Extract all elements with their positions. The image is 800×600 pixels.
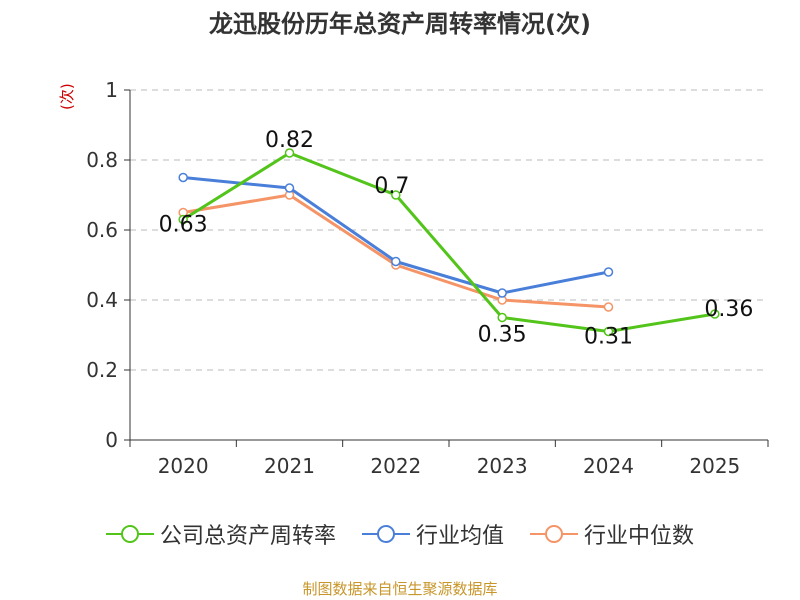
legend: 公司总资产周转率 行业均值 行业中位数 <box>0 518 800 550</box>
data-label: 0.31 <box>584 325 633 350</box>
data-label: 0.7 <box>374 174 409 199</box>
x-tick-label: 2025 <box>689 454 740 478</box>
data-label: 0.82 <box>265 128 314 153</box>
series-company-line <box>182 151 716 333</box>
series-company-point <box>710 309 720 319</box>
series-industry-median-line <box>182 193 609 309</box>
y-tick-label: 0.6 <box>86 218 118 242</box>
data-label: 0.63 <box>159 213 208 238</box>
legend-item-industry-mean[interactable]: 行业均值 <box>361 518 504 550</box>
series-industry-mean-point <box>497 288 507 298</box>
series-industry-mean-point <box>284 183 295 193</box>
x-tick-label: 2023 <box>477 454 528 478</box>
series-company-point <box>178 214 188 225</box>
legend-label-industry-median: 行业中位数 <box>584 524 695 549</box>
legend-swatch-company <box>105 525 154 543</box>
y-tick-label: 1 <box>105 78 118 102</box>
legend-label-company: 公司总资产周转率 <box>159 524 336 549</box>
legend-item-industry-median[interactable]: 行业中位数 <box>530 518 694 550</box>
legend-swatch-industry-mean <box>361 525 410 543</box>
legend-label-industry-mean: 行业均值 <box>415 524 504 549</box>
legend-swatch-industry-median <box>530 525 578 543</box>
data-label: 0.35 <box>478 323 527 348</box>
series-company-point <box>391 190 401 200</box>
series-company-point <box>603 326 614 337</box>
x-tick-label: 2021 <box>264 454 315 478</box>
series-industry-mean-point <box>603 267 614 277</box>
series-industry-median-point <box>603 302 614 312</box>
data-label: 0.36 <box>704 297 753 322</box>
y-tick-label: 0 <box>105 428 118 452</box>
chart-title: 龙迅股份历年总资产周转率情况(次) <box>209 10 591 38</box>
series-company-point <box>497 312 507 323</box>
series-industry-mean-point <box>178 172 188 183</box>
series-industry-mean-point <box>391 256 401 267</box>
y-tick-label: 0.2 <box>86 358 118 382</box>
data-source: 制图数据来自恒生聚源数据库 <box>302 580 498 598</box>
y-tick-label: 0.8 <box>86 148 118 172</box>
x-tick-label: 2020 <box>158 454 209 478</box>
y-tick-label: 0.4 <box>86 288 118 312</box>
x-tick-label: 2022 <box>370 454 421 478</box>
legend-item-company[interactable]: 公司总资产周转率 <box>105 518 336 550</box>
x-tick-label: 2024 <box>583 454 634 478</box>
series-company-point <box>284 148 295 158</box>
